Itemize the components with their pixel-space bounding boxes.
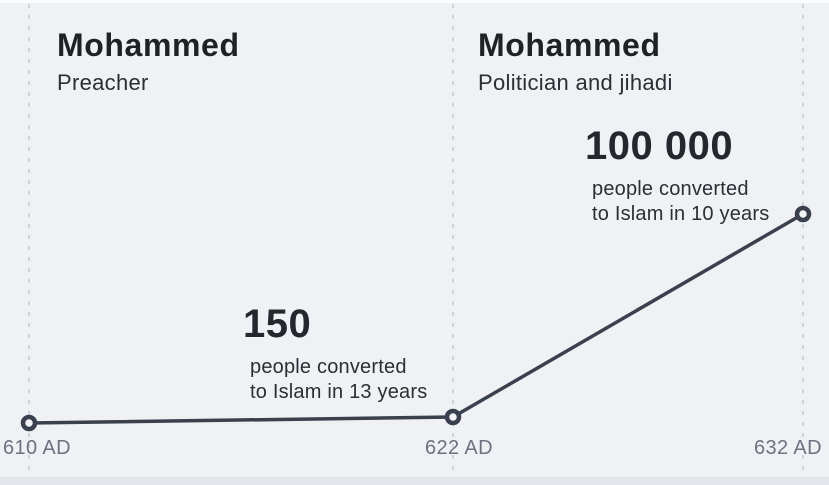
x-axis-tick-610ad: 610 AD [3,437,72,459]
section-subtitle: Politician and jihadi [478,70,673,96]
annotation-text-line: to Islam in 10 years [592,203,770,226]
annotation-150-converts: 150 people converted to Islam in 13 year… [243,302,428,405]
data-point-622-ad [444,408,462,426]
data-point-632-ad [794,205,812,223]
section-politician: Mohammed Politician and jihadi [478,27,673,96]
annotation-value: 100 000 [585,124,734,168]
bottom-edge-strip [0,477,829,485]
annotation-text-line: people converted [250,356,407,379]
annotation-100000-converts: 100 000 people converted to Islam in 10 … [585,124,770,227]
annotation-value: 150 [243,302,312,346]
top-edge-strip [0,0,829,3]
section-subtitle: Preacher [57,70,149,96]
annotation-text-line: to Islam in 13 years [250,381,428,404]
section-preacher: Mohammed Preacher [57,27,240,96]
x-axis-tick-632ad: 632 AD [753,437,822,459]
section-title: Mohammed [57,27,240,63]
annotation-text-line: people converted [592,178,749,201]
section-title: Mohammed [478,27,661,63]
x-axis-tick-622ad: 622 AD [425,437,494,459]
data-point-610-ad [20,414,38,432]
